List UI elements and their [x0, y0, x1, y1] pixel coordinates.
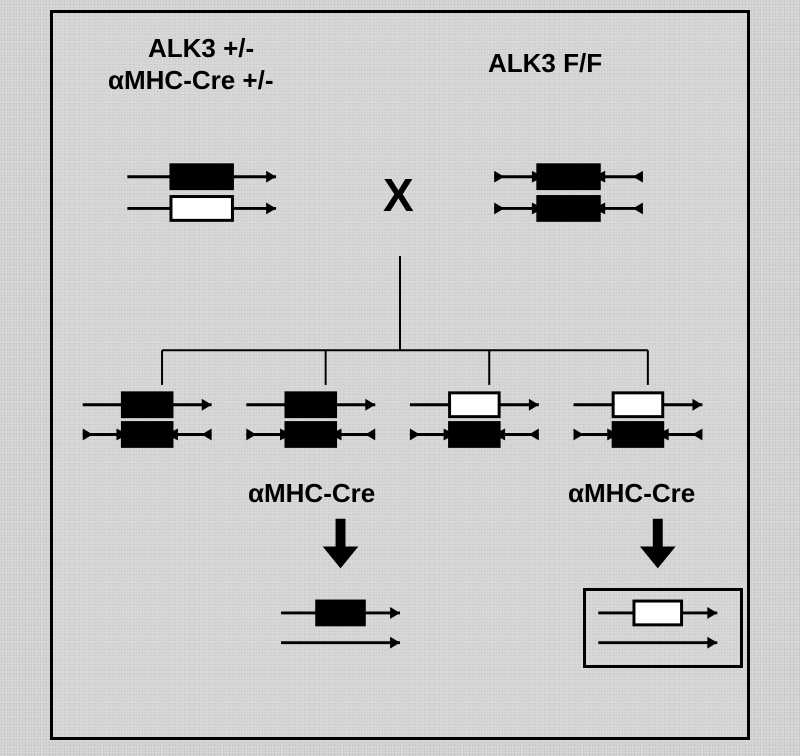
diagram-frame: ALK3 +/- αMHC-Cre +/- ALK3 F/F X αMHC-Cr…	[50, 10, 750, 740]
result-highlight-box	[583, 588, 743, 668]
